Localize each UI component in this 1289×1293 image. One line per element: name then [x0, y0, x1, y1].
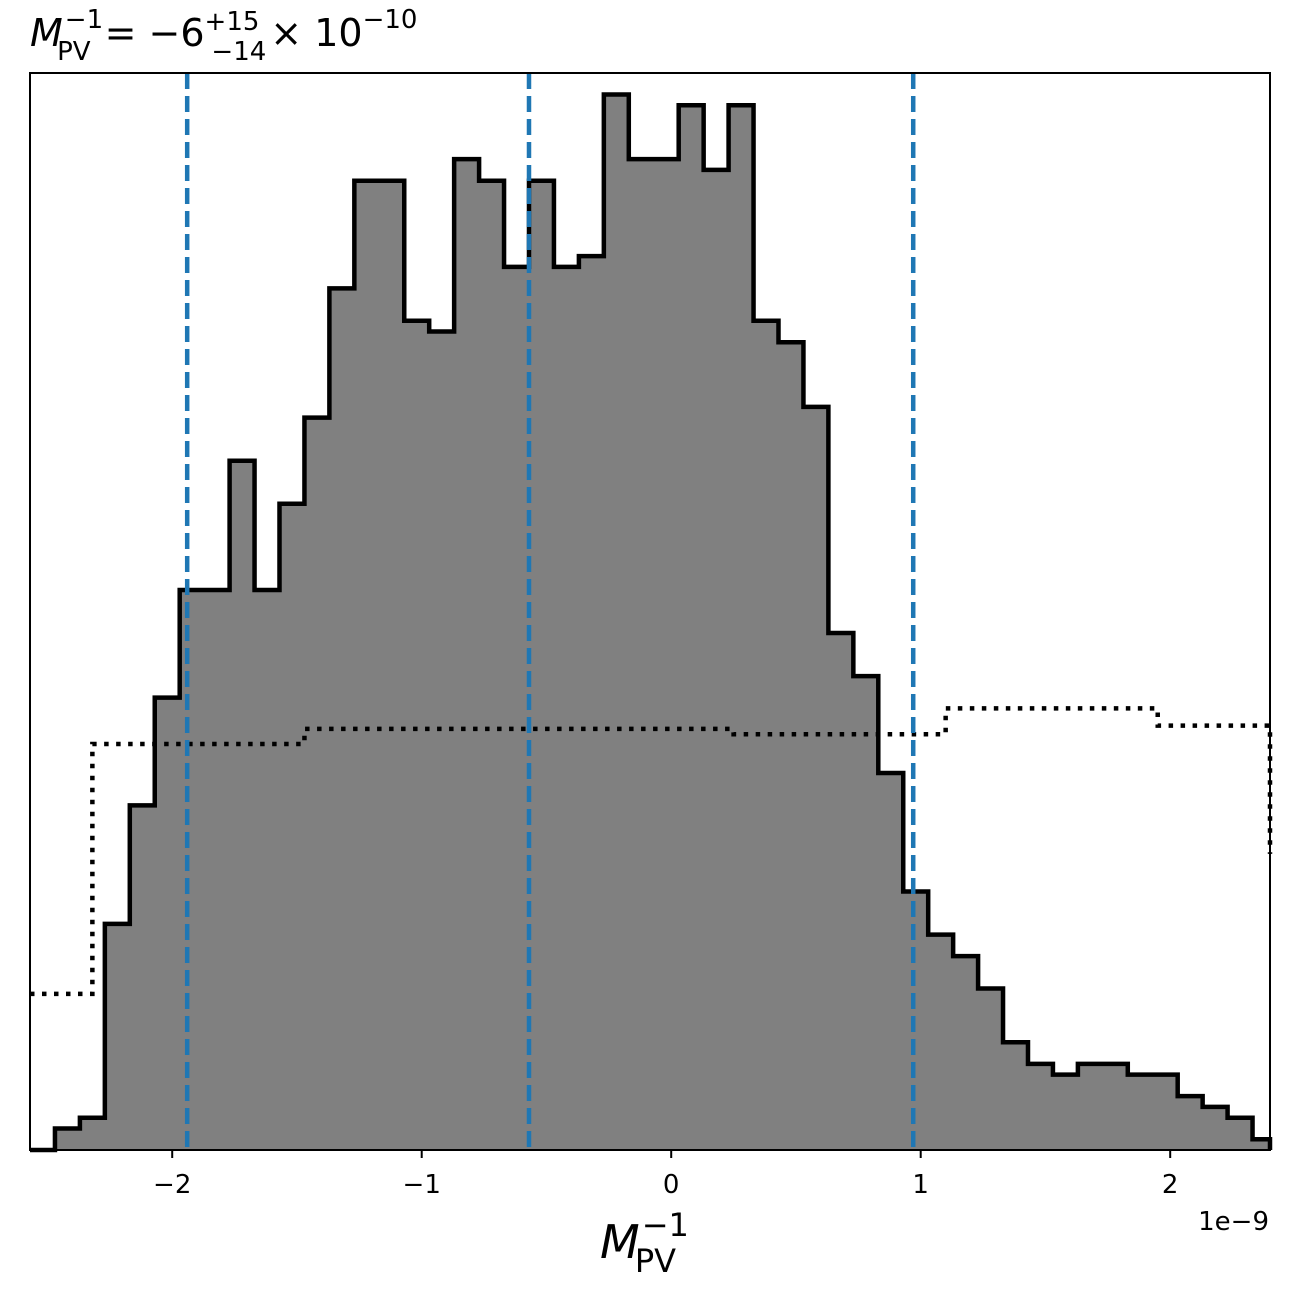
x-axis-label: M−1 PV	[600, 1206, 689, 1280]
xlabel-subscript: PV	[635, 1242, 676, 1280]
histogram-bar	[553, 266, 580, 1150]
histogram-bar	[504, 266, 530, 1150]
histogram-bar	[204, 589, 231, 1150]
plot-frame	[29, 72, 1271, 1151]
histogram-bar	[129, 805, 156, 1150]
x-axis-offset: 1e−9	[1198, 1207, 1269, 1237]
histogram-bar	[978, 988, 1004, 1150]
histogram-bar	[1227, 1117, 1254, 1150]
title-equals: = −6	[105, 11, 205, 55]
posterior-outline	[30, 92, 1273, 1153]
histogram-bar	[728, 105, 755, 1150]
histogram-bar	[778, 342, 804, 1150]
histogram-bar	[1202, 1106, 1229, 1150]
histogram-bar	[1003, 1042, 1029, 1150]
posterior-bars	[54, 94, 1271, 1151]
histogram-bar	[1177, 1096, 1204, 1150]
title-exponent: −10	[363, 5, 418, 35]
title-error-plus: +15	[205, 7, 260, 37]
histogram-bar	[1052, 1074, 1079, 1150]
histogram-bar	[404, 320, 430, 1151]
histogram-bar	[154, 697, 181, 1150]
histogram-bar	[1102, 1063, 1129, 1150]
histogram-bar	[1252, 1139, 1271, 1150]
title-symbol: M	[30, 11, 63, 55]
histogram-bar	[379, 180, 405, 1150]
histogram-bar	[928, 934, 954, 1150]
title-error-minus: −14	[211, 37, 266, 67]
histogram-bar	[429, 331, 455, 1151]
histogram-bar	[304, 417, 330, 1150]
histogram-bar	[1152, 1074, 1179, 1150]
histogram-bar	[903, 891, 929, 1150]
histogram-bar	[953, 956, 979, 1150]
xlabel-superscript: −1	[642, 1206, 689, 1244]
histogram-bar	[828, 633, 854, 1150]
x-tick-label: 1	[912, 1170, 929, 1200]
histogram-bar	[454, 159, 480, 1150]
title-superscript: −1	[65, 5, 103, 35]
histogram-bar	[803, 406, 829, 1150]
histogram-bar	[853, 676, 879, 1150]
histogram-bar	[179, 589, 206, 1150]
histogram-bar	[54, 1128, 81, 1150]
histogram-bar	[1027, 1063, 1054, 1150]
x-tick-label: −1	[403, 1170, 441, 1200]
histogram-bar	[1077, 1063, 1104, 1150]
histogram-bar	[254, 589, 280, 1150]
histogram-bar	[528, 180, 555, 1150]
histogram-bar	[703, 169, 730, 1150]
chart-title: M−1 PV = −6+15 −14 × 10−10	[30, 5, 417, 67]
title-subscript: PV	[57, 37, 91, 67]
histogram-bar	[104, 923, 131, 1150]
histogram-bar	[329, 288, 355, 1150]
svg-text:M−1PV= −6+15−14× 10−10: M−1 PV = −6+15 −14 × 10−10	[30, 5, 417, 67]
histogram-bar	[578, 256, 605, 1151]
histogram-bar	[79, 1117, 106, 1150]
histogram-bar	[653, 159, 680, 1150]
prior-outline	[30, 706, 1273, 997]
histogram-bar	[628, 159, 655, 1150]
histogram-bar	[1127, 1074, 1154, 1150]
x-axis: −2 −1 0 1 2	[153, 1150, 1178, 1200]
x-tick-label: 0	[663, 1170, 680, 1200]
histogram-bar	[279, 503, 305, 1150]
xlabel-symbol: M	[600, 1215, 640, 1269]
histogram-bar	[678, 105, 705, 1150]
x-tick-label: 2	[1162, 1170, 1179, 1200]
histogram-bar	[878, 773, 904, 1150]
histogram-bar	[229, 460, 256, 1151]
histogram-bar	[479, 180, 505, 1150]
histogram-bar	[354, 180, 380, 1150]
title-times: × 10	[270, 11, 362, 55]
x-tick-label: −2	[153, 1170, 191, 1200]
histogram-bar	[603, 94, 630, 1150]
